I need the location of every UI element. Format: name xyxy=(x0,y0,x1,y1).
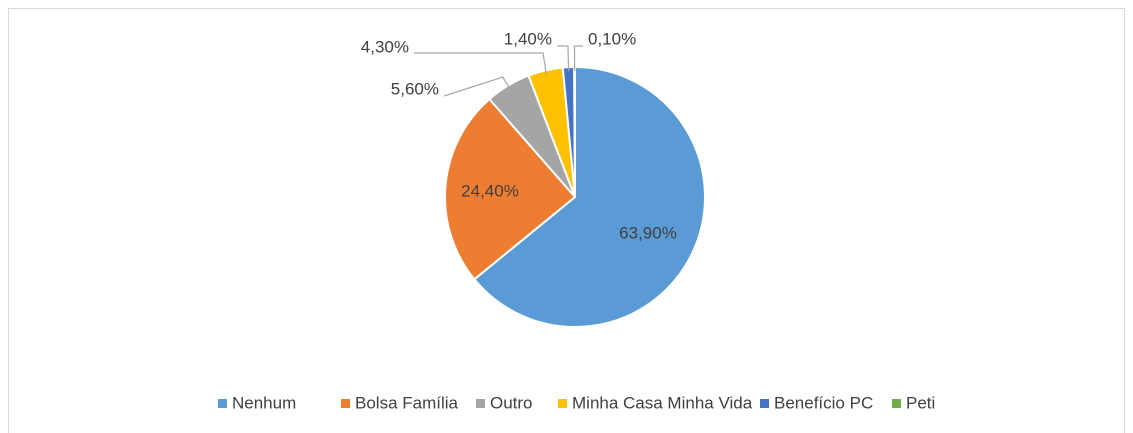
legend-swatch xyxy=(760,399,769,408)
legend-swatch xyxy=(476,399,485,408)
chart-border xyxy=(8,8,1125,433)
legend-label: Nenhum xyxy=(232,393,296,412)
pie-slice xyxy=(472,65,706,328)
legend-label: Minha Casa Minha Vida xyxy=(572,393,753,412)
data-label: 5,60% xyxy=(391,79,439,98)
data-label: 63,90% xyxy=(619,223,677,242)
leader-line xyxy=(557,45,570,72)
legend-label: Benefício PC xyxy=(774,393,873,412)
legend-swatch xyxy=(892,399,901,408)
leader-line xyxy=(443,76,511,97)
leader-line xyxy=(573,45,583,72)
legend-label: Bolsa Família xyxy=(355,393,459,412)
legend-swatch xyxy=(558,399,567,408)
pie-slice xyxy=(573,65,576,198)
legend-swatch xyxy=(218,399,227,408)
leader-line xyxy=(414,52,547,75)
data-label: 24,40% xyxy=(461,181,519,200)
legend-label: Peti xyxy=(906,393,935,412)
data-label: 1,40% xyxy=(504,29,552,48)
data-label: 0,10% xyxy=(588,29,636,48)
legend-label: Outro xyxy=(490,393,533,412)
legend-swatch xyxy=(341,399,350,408)
data-label: 4,30% xyxy=(361,37,409,56)
pie-slice xyxy=(444,97,577,281)
